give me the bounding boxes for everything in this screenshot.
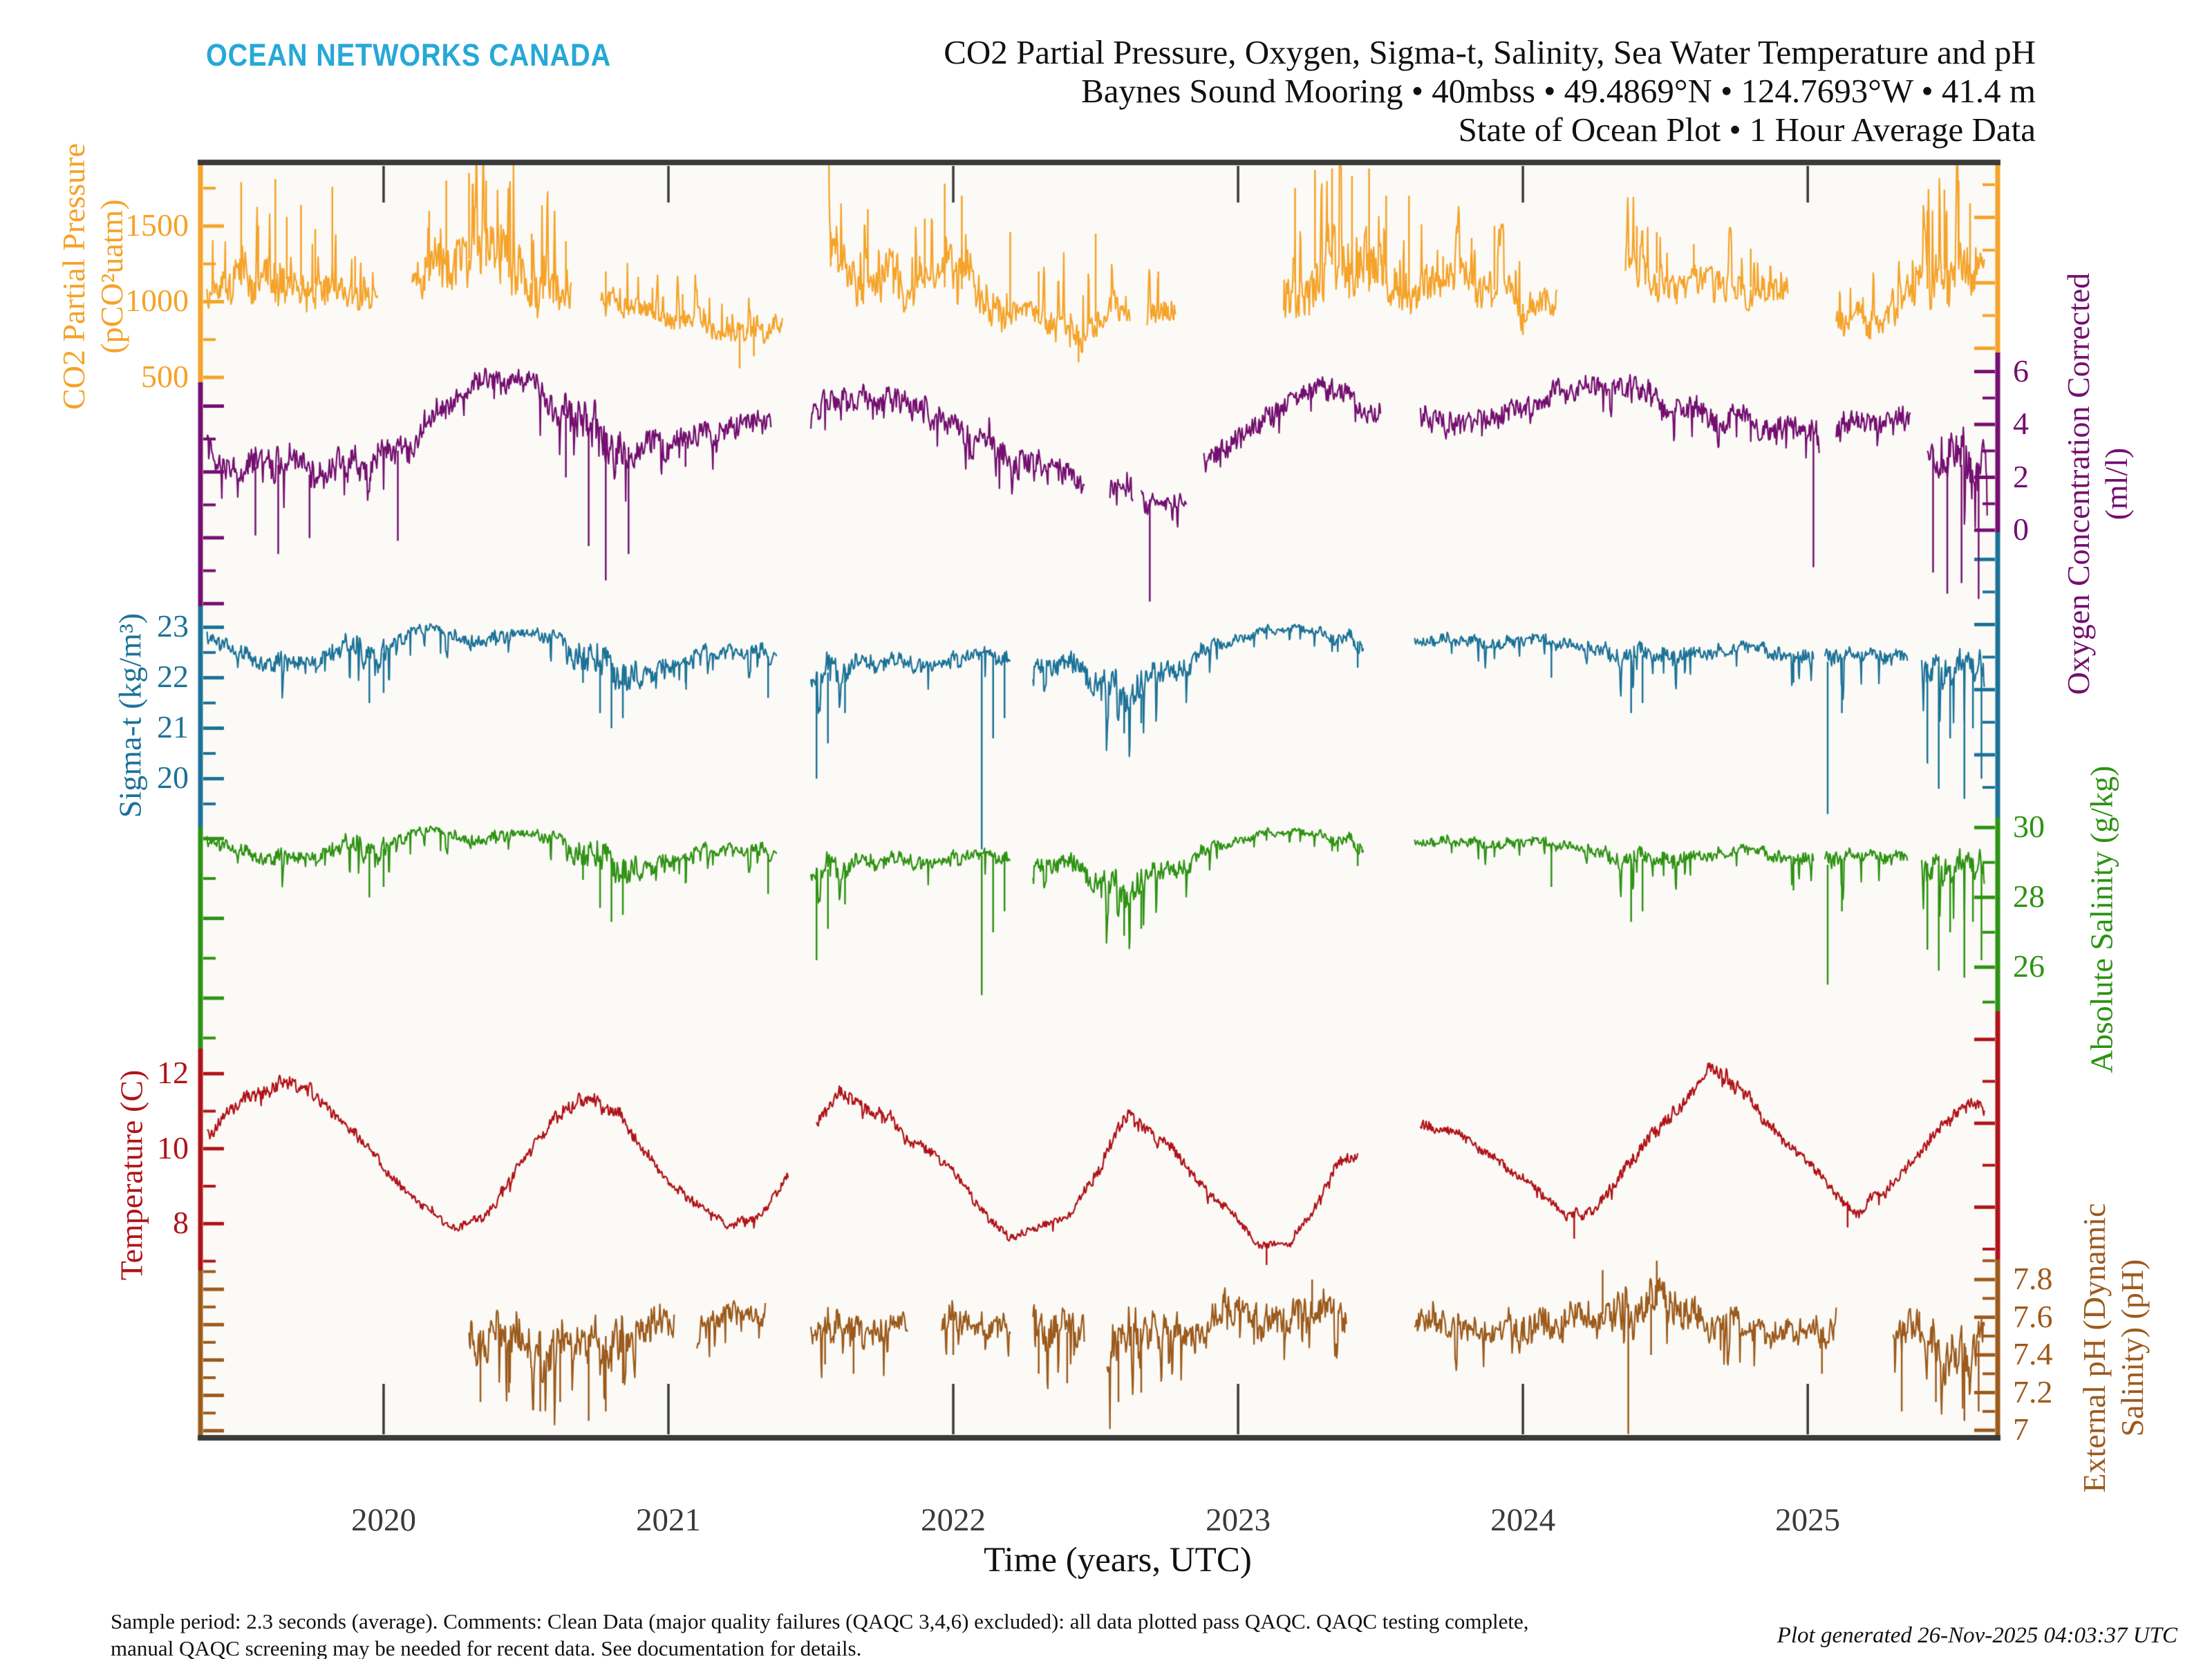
y-tick-label-ph-7.6: 7.6 — [2013, 1298, 2053, 1334]
y-axis-label-co2-line2: (pCO²uatm) — [94, 199, 129, 354]
y-tick-label-sigma_t-21: 21 — [157, 709, 189, 745]
y-tick-label-salinity-30: 30 — [2013, 809, 2045, 845]
y-tick-label-oxygen-2: 2 — [2013, 458, 2029, 494]
y-tick-label-ph-7.8: 7.8 — [2013, 1261, 2053, 1297]
y-tick-label-co2-1000: 1000 — [125, 283, 189, 319]
y-tick-label-co2-1500: 1500 — [125, 207, 189, 243]
y-tick-label-salinity-28: 28 — [2013, 879, 2045, 915]
y-axis-label-co2: CO2 Partial Pressure (pCO²uatm) — [55, 143, 131, 410]
x-tick-label-2020: 2020 — [350, 1502, 416, 1538]
x-tick-label-2025: 2025 — [1775, 1502, 1841, 1538]
y-tick-label-ph-7.4: 7.4 — [2013, 1336, 2053, 1372]
x-tick-label-2024: 2024 — [1490, 1502, 1556, 1538]
y-axis-label-sigma-t: Sigma-t (kg/m³) — [111, 613, 149, 818]
plot-title-line3: State of Ocean Plot • 1 Hour Average Dat… — [1458, 111, 2036, 149]
y-axis-label-salinity: Absolute Salinity (g/kg) — [2083, 766, 2121, 1074]
plot-generated-timestamp: Plot generated 26-Nov-2025 04:03:37 UTC — [1777, 1623, 2177, 1648]
y-axis-label-oxygen: Oxygen Concentration Corrected (ml/l) — [2059, 273, 2135, 695]
footer-comments-line1: Sample period: 2.3 seconds (average). Co… — [111, 1609, 1529, 1633]
y-tick-label-co2-500: 500 — [141, 359, 189, 394]
ocean-networks-canada-logo: OCEAN NETWORKS CANADA — [206, 37, 612, 73]
y-axis-label-salinity-line1: Absolute Salinity (g/kg) — [2083, 765, 2119, 1074]
y-axis-label-temperature-line1: Temperature (C) — [113, 1069, 149, 1281]
y-axis-label-temperature: Temperature (C) — [113, 1070, 151, 1281]
x-tick-label-2022: 2022 — [921, 1502, 986, 1538]
plot-title-line1: CO2 Partial Pressure, Oxygen, Sigma-t, S… — [944, 33, 2036, 71]
x-tick-label-2023: 2023 — [1206, 1502, 1271, 1538]
x-tick-label-2021: 2021 — [635, 1502, 701, 1538]
y-axis-label-ph: External pH (Dynamic Salinity) (pH) — [2075, 1203, 2151, 1493]
y-tick-label-temperature-12: 12 — [157, 1055, 189, 1091]
y-tick-label-temperature-10: 10 — [157, 1130, 189, 1165]
y-axis-label-co2-line1: CO2 Partial Pressure — [56, 143, 91, 410]
footer-comments-line2: manual QAQC screening may be needed for … — [111, 1636, 862, 1659]
y-axis-label-ph-line2: Salinity) (pH) — [2115, 1259, 2150, 1437]
x-axis-label: Time (years, UTC) — [984, 1541, 1252, 1580]
plot-title: CO2 Partial Pressure, Oxygen, Sigma-t, S… — [944, 33, 2036, 149]
y-tick-label-oxygen-6: 6 — [2013, 353, 2029, 388]
y-tick-label-ph-7: 7 — [2013, 1412, 2029, 1447]
y-tick-label-oxygen-0: 0 — [2013, 512, 2029, 547]
y-axis-label-sigma-t-line1: Sigma-t (kg/m³) — [112, 612, 148, 818]
footer-comments: Sample period: 2.3 seconds (average). Co… — [111, 1608, 1529, 1659]
y-tick-label-sigma_t-23: 23 — [157, 608, 189, 644]
plot-title-line2: Baynes Sound Mooring • 40mbss • 49.4869°… — [1081, 72, 2036, 110]
y-axis-label-oxygen-line1: Oxygen Concentration Corrected — [2061, 272, 2096, 695]
y-tick-label-sigma_t-20: 20 — [157, 760, 189, 796]
y-axis-label-oxygen-line2: (ml/l) — [2099, 447, 2134, 521]
y-tick-label-temperature-8: 8 — [173, 1205, 189, 1241]
y-tick-label-ph-7.2: 7.2 — [2013, 1374, 2053, 1409]
y-tick-label-sigma_t-22: 22 — [157, 659, 189, 695]
y-axis-label-ph-line1: External pH (Dynamic — [2077, 1203, 2112, 1493]
y-tick-label-salinity-26: 26 — [2013, 948, 2045, 984]
y-tick-label-oxygen-4: 4 — [2013, 406, 2029, 442]
